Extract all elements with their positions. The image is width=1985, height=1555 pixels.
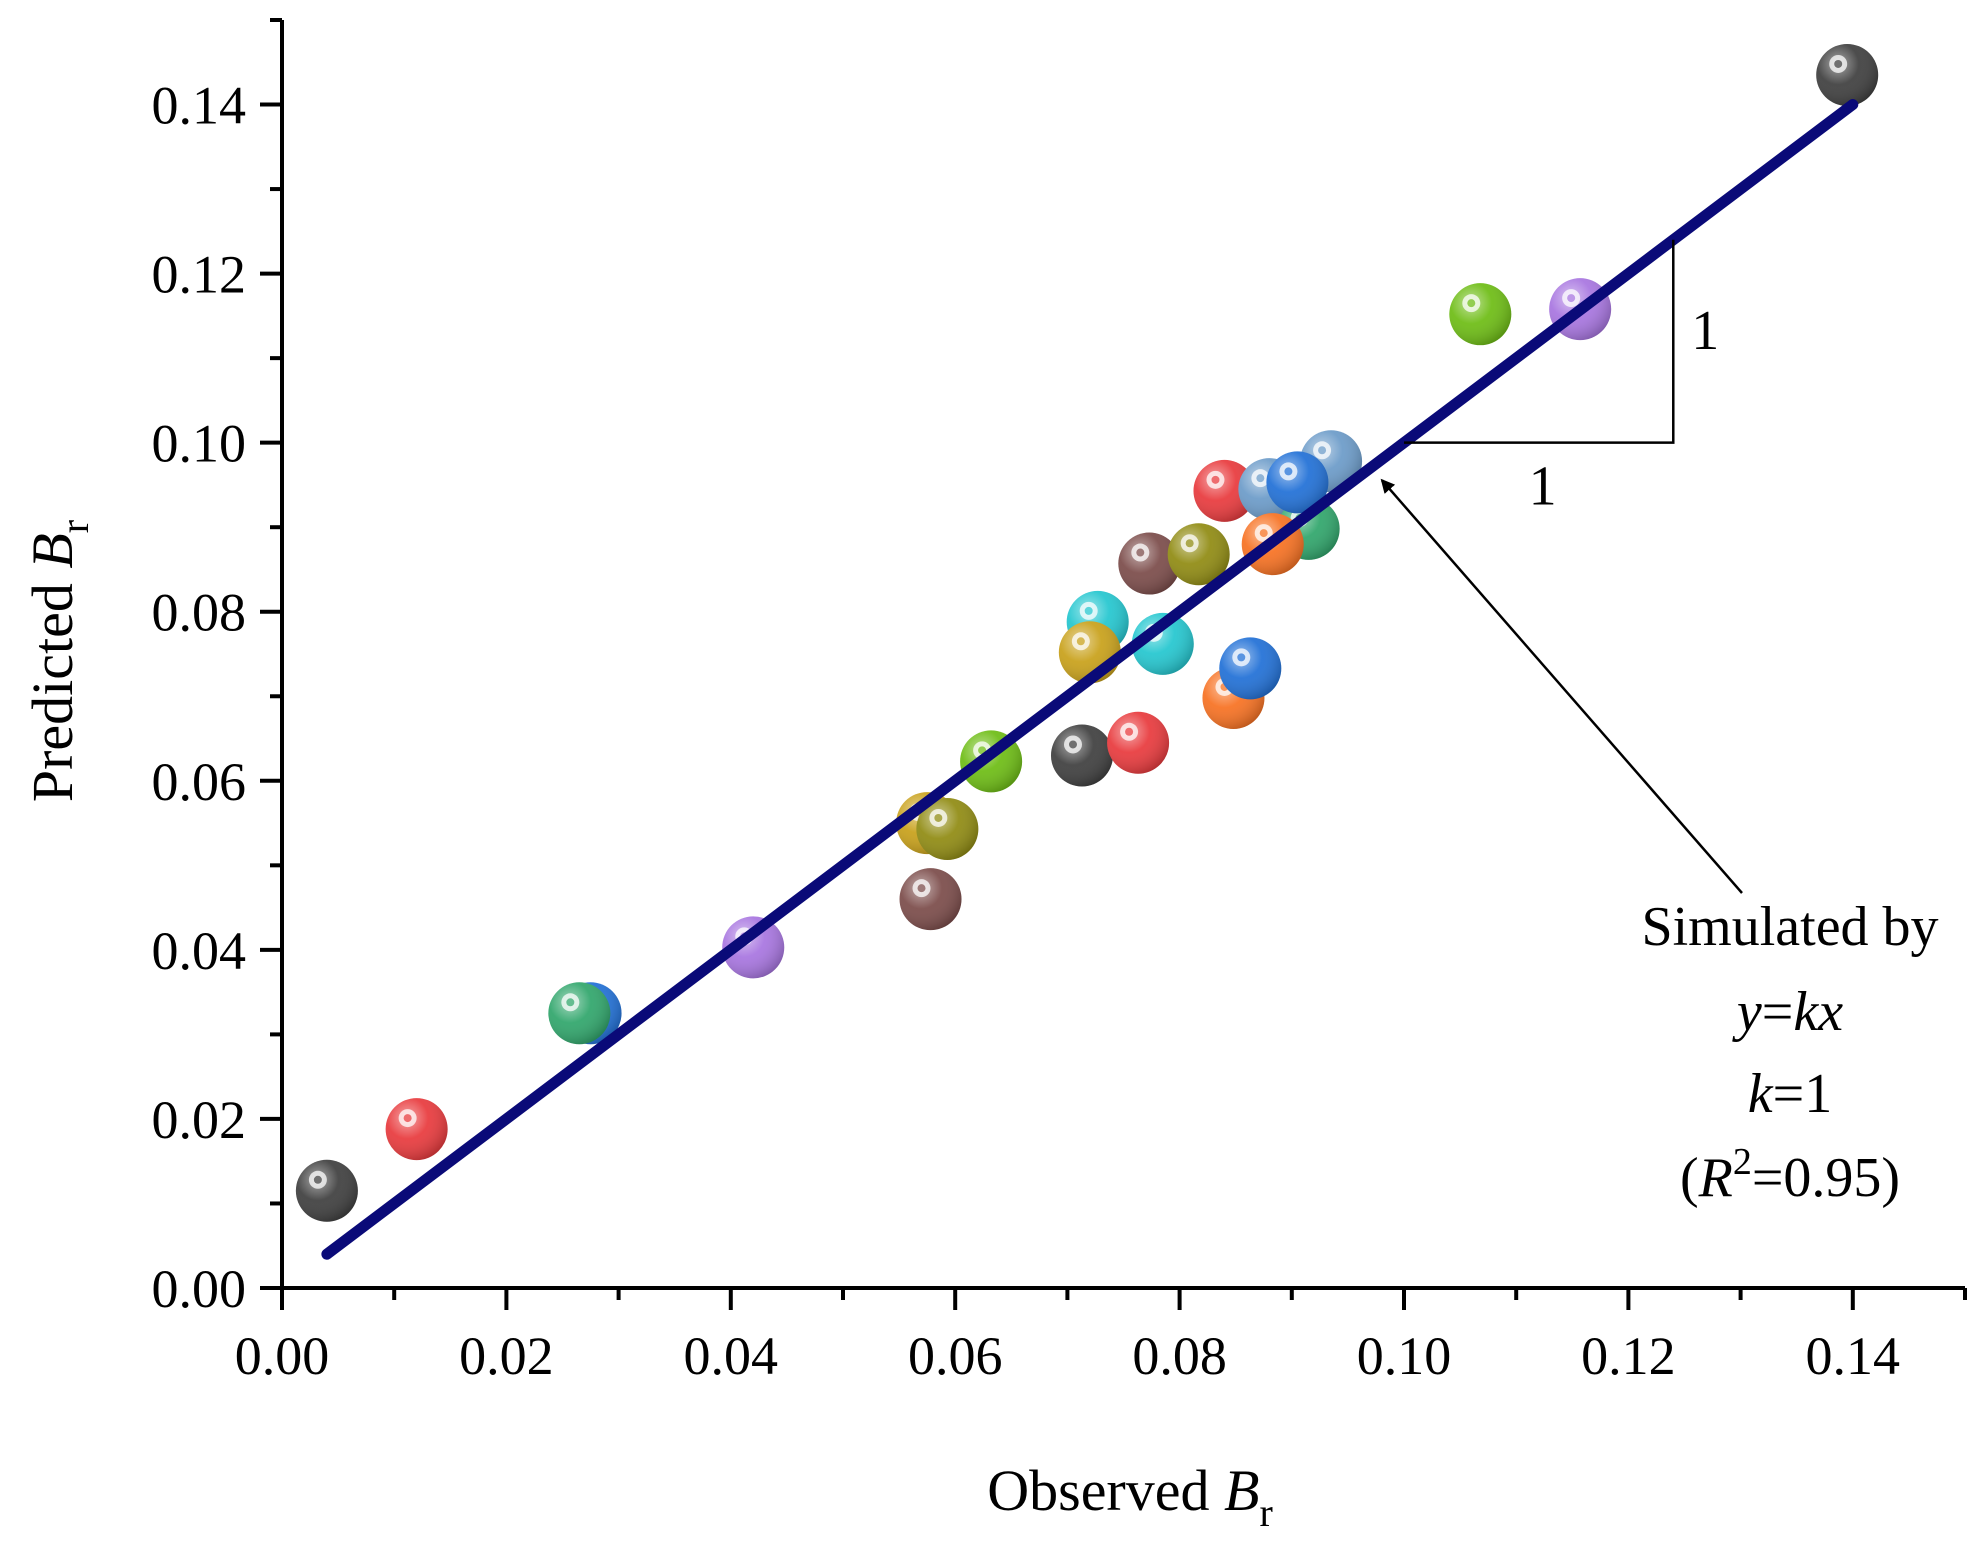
data-point xyxy=(1816,43,1879,106)
x-ticks: 0.00 0.02 0.04 0.06 0.08 0.10 0.12 0.14 xyxy=(235,1288,1967,1386)
fit-line xyxy=(321,99,1859,1260)
y-tick-label: 0.08 xyxy=(152,583,247,643)
slope-rise-label: 1 xyxy=(1691,300,1719,362)
data-point xyxy=(1050,724,1113,787)
y-tick-label: 0.10 xyxy=(152,414,247,474)
data-points xyxy=(295,43,1879,1222)
data-point xyxy=(916,797,979,860)
y-tick-label: 0.06 xyxy=(152,752,247,812)
x-axis-title: Observed Br xyxy=(987,1458,1273,1535)
data-point xyxy=(1193,459,1256,522)
x-tick-label: 0.10 xyxy=(1357,1326,1452,1386)
annotation-arrow xyxy=(1380,478,1743,894)
y-axis-title: Predicted Br xyxy=(20,520,97,802)
data-point xyxy=(548,982,611,1045)
axes: 0.00 0.02 0.04 0.06 0.08 0.10 0.12 0.14 0.000.0… xyxy=(152,18,1967,1386)
annotation-line-1: Simulated by xyxy=(1641,896,1938,958)
y-tick-label: 0.02 xyxy=(152,1090,247,1150)
y-tick-label: 0.04 xyxy=(152,921,247,981)
y-tick-label: 0.12 xyxy=(152,245,247,305)
x-tick-label: 0.06 xyxy=(908,1326,1003,1386)
data-point xyxy=(1449,283,1512,346)
data-point xyxy=(295,1159,358,1222)
annotation-line-4: (R2=0.95) xyxy=(1680,1141,1900,1209)
annotation-line-3: k=1 xyxy=(1748,1063,1832,1125)
data-point xyxy=(1219,637,1282,700)
data-point xyxy=(1266,451,1329,514)
x-tick-label: 0.14 xyxy=(1806,1326,1901,1386)
y-tick-label: 0.14 xyxy=(152,76,247,136)
x-tick-label: 0.04 xyxy=(684,1326,779,1386)
y-ticks: 0.00 0.02 0.04 0.06 0.08 0.10 0.12 0.14 xyxy=(152,18,282,1319)
x-tick-label: 0.00 xyxy=(235,1326,330,1386)
x-tick-label: 0.12 xyxy=(1581,1326,1676,1386)
slope-triangle-lines xyxy=(1404,239,1675,444)
x-tick-label: 0.08 xyxy=(1132,1326,1227,1386)
data-point xyxy=(385,1098,448,1161)
annotation-line-2: y=kx xyxy=(1732,981,1843,1043)
fit-annotation: Simulated by y=kx k=1 (R2=0.95) xyxy=(1641,896,1938,1209)
x-tick-label: 0.02 xyxy=(459,1326,554,1386)
data-point xyxy=(1107,711,1170,774)
data-point xyxy=(1058,621,1121,684)
data-point xyxy=(1118,532,1181,595)
y-tick-label: 0.00 xyxy=(152,1259,247,1319)
slope-run-label: 1 xyxy=(1529,456,1557,518)
slope-triangle: 1 1 xyxy=(1404,239,1719,518)
data-point xyxy=(1167,523,1230,586)
data-point xyxy=(899,868,962,931)
